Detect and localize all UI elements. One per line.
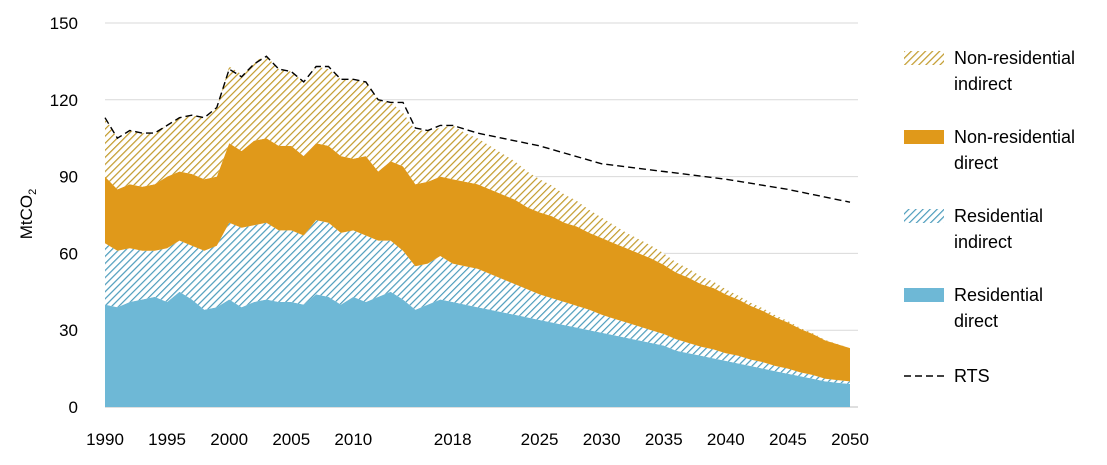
x-tick-1990: 1990 — [86, 430, 124, 449]
x-axis-ticks: 1990 1995 2000 2005 2010 2018 2025 2030 2035 2040… — [86, 430, 869, 449]
legend-label-non-residential-indirect-1: Non-residential — [954, 48, 1075, 68]
legend-label-non-residential-indirect-2: indirect — [954, 74, 1012, 94]
legend-swatch-non-residential-indirect — [904, 51, 944, 65]
legend-swatch-residential-direct — [904, 288, 944, 302]
area-non-residential-direct — [105, 138, 850, 382]
legend-swatch-residential-indirect — [904, 209, 944, 223]
legend-label-residential-direct-1: Residential — [954, 285, 1043, 305]
area-residential-indirect — [105, 220, 850, 384]
y-tick-120: 120 — [50, 91, 78, 110]
legend-label-residential-indirect-1: Residential — [954, 206, 1043, 226]
x-tick-2050: 2050 — [831, 430, 869, 449]
legend-label-residential-indirect-2: indirect — [954, 232, 1012, 252]
series-rts-line — [104, 55, 851, 203]
area-non-residential-indirect — [105, 56, 850, 349]
y-tick-60: 60 — [59, 244, 78, 263]
legend: Non-residential indirect Non-residential di… — [904, 48, 1075, 386]
x-tick-2010: 2010 — [334, 430, 372, 449]
x-tick-2025: 2025 — [521, 430, 559, 449]
x-tick-2040: 2040 — [707, 430, 745, 449]
legend-label-rts: RTS — [954, 366, 990, 386]
legend-swatch-non-residential-direct — [904, 130, 944, 144]
y-axis-label: MtCO2 — [17, 189, 39, 240]
x-tick-2018: 2018 — [434, 430, 472, 449]
x-tick-2035: 2035 — [645, 430, 683, 449]
y-tick-0: 0 — [69, 398, 78, 417]
area-residential-direct — [105, 291, 850, 407]
legend-label-non-residential-direct-2: direct — [954, 153, 998, 173]
y-tick-150: 150 — [50, 14, 78, 33]
rts-line-group — [104, 55, 851, 203]
legend-label-non-residential-direct-1: Non-residential — [954, 127, 1075, 147]
x-tick-2000: 2000 — [210, 430, 248, 449]
x-tick-2005: 2005 — [272, 430, 310, 449]
x-tick-2045: 2045 — [769, 430, 807, 449]
legend-label-residential-direct-2: direct — [954, 311, 998, 331]
x-tick-2030: 2030 — [583, 430, 621, 449]
y-tick-30: 30 — [59, 321, 78, 340]
x-tick-1995: 1995 — [148, 430, 186, 449]
y-tick-90: 90 — [59, 168, 78, 187]
area-series — [105, 56, 850, 407]
y-axis-ticks: 0 30 60 90 120 150 — [50, 14, 78, 417]
